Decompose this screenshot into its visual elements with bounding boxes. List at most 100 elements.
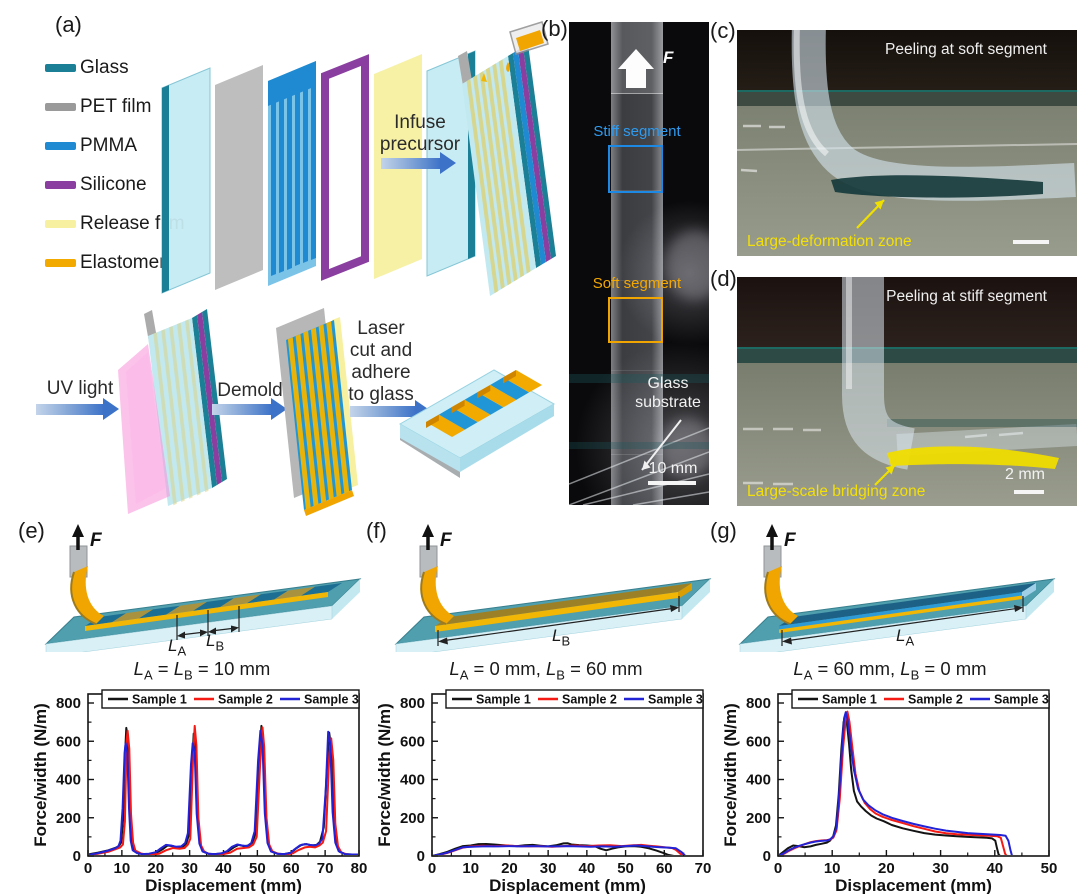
x-tick-label: 40 — [579, 860, 596, 877]
x-axis-label: Displacement (mm) — [835, 876, 992, 894]
panel-b-label: (b) — [541, 16, 568, 41]
x-tick-label: 20 — [501, 860, 518, 877]
chart-legend-box — [101, 689, 360, 709]
panel-d-title: Peeling at stiff segment — [886, 288, 1047, 305]
stiff-segment-label: Stiff segment — [593, 123, 681, 140]
x-tick-label: 50 — [1041, 860, 1058, 877]
x-tick-label: 20 — [878, 860, 895, 877]
x-tick-label: 20 — [147, 860, 164, 877]
force-label: F — [784, 530, 796, 551]
chart-legend-box — [791, 689, 1050, 709]
panel-f-label: (f) — [366, 518, 387, 543]
panel-d-overlay — [743, 277, 1077, 486]
legend-label: Silicone — [80, 173, 147, 195]
force-label: F — [90, 530, 102, 551]
panel-d-photo: Peeling at stiff segment Large-scale bri… — [737, 277, 1077, 506]
panel-a-legend: Glass PET film PMMA Silicone Release fil… — [45, 48, 185, 282]
infuse-arrow-icon — [381, 152, 456, 174]
x-axis: 0 10 20 30 40 50 — [774, 850, 1058, 877]
peeled-curl — [71, 566, 104, 624]
y-tick-label: 0 — [73, 848, 81, 865]
adhered-strip — [896, 424, 1077, 456]
series-lines — [779, 710, 1013, 855]
demold-arrow-icon — [212, 398, 287, 420]
y-tick-label: 600 — [56, 733, 81, 750]
droplet-icon — [506, 62, 510, 72]
dim-la-label: LA — [168, 636, 187, 659]
peel-schematic-e: F LA LB — [30, 522, 375, 658]
series-sample-3 — [779, 711, 1013, 855]
uv-arrow-icon — [36, 398, 119, 420]
x-tick-label: 0 — [84, 860, 92, 877]
plot-frame — [87, 693, 360, 857]
surface-dashes — [740, 124, 785, 173]
panel-b-photo: F Stiff segment Soft segment Glass subst… — [569, 22, 709, 505]
x-tick-label: 30 — [181, 860, 198, 877]
y-axis-label: Force/width (N/m) — [722, 703, 740, 847]
panel-d-label: (d) — [710, 266, 737, 291]
y-tick-label: 0 — [763, 848, 771, 865]
legend-item-elastomer: Elastomer — [45, 243, 185, 282]
y-tick-label: 400 — [746, 772, 771, 789]
y-tick-label: 0 — [417, 848, 425, 865]
peeled-curl — [421, 566, 454, 624]
y-axis: 0 200 400 600 800 — [746, 695, 784, 865]
peel-schematic-f: F LB — [380, 522, 725, 658]
glass-edge — [737, 347, 1077, 365]
x-tick-label: 0 — [428, 860, 436, 877]
pmma-swatch — [45, 141, 76, 150]
y-tick-label: 800 — [56, 695, 81, 712]
substrate-arrow-icon — [641, 419, 682, 471]
y-axis-label: Force/width (N/m) — [32, 703, 50, 847]
panel-c-label: (c) — [710, 18, 736, 43]
y-axis: 0 200 400 600 800 — [56, 695, 94, 865]
y-axis-label: Force/width (N/m) — [376, 703, 394, 847]
series-sample-1 — [433, 842, 675, 855]
panel-a-label: (a) — [55, 12, 82, 37]
x-tick-label: 70 — [317, 860, 334, 877]
bridging-zone-label: Large-scale bridging zone — [747, 483, 926, 500]
scale-label: 10 mm — [648, 460, 698, 477]
uv-stack-diagram — [118, 309, 227, 514]
legend-label: PET film — [80, 95, 152, 117]
x-tick-label: 10 — [462, 860, 479, 877]
y-tick-label: 200 — [746, 810, 771, 827]
legend-item-release: Release film — [45, 204, 185, 243]
x-tick-label: 30 — [932, 860, 949, 877]
legend-item-pet: PET film — [45, 87, 185, 126]
dimension-marks — [781, 596, 1024, 646]
legend-item-glass: Glass — [45, 48, 185, 87]
series-sample-3 — [433, 844, 686, 855]
panel-c-overlay — [737, 30, 1077, 229]
plot-frame — [777, 693, 1050, 857]
final-strip-diagram — [398, 369, 556, 478]
peel-schematic-g: F LA — [724, 522, 1069, 658]
dimension-marks — [437, 596, 680, 646]
bridging-zone — [887, 446, 1059, 469]
step-laser-text: Laser cut and adhere to glass — [348, 318, 414, 405]
series-sample-2 — [89, 724, 358, 855]
panel-g-label: (g) — [710, 518, 737, 543]
x-tick-label: 70 — [695, 860, 712, 877]
x-tick-label: 30 — [540, 860, 557, 877]
legend-entry-label: Sample 3 — [994, 693, 1049, 707]
x-tick-label: 80 — [351, 860, 368, 877]
legend-label: Glass — [80, 56, 129, 78]
caption-g: LA = 60 mm, LB = 0 mm — [793, 658, 987, 683]
force-label: F — [663, 48, 674, 67]
dim-lb-label: LB — [206, 631, 225, 654]
y-axis: 0 200 400 600 800 — [400, 695, 438, 865]
sample-strip — [611, 22, 663, 505]
legend-item-silicone: Silicone — [45, 165, 185, 204]
infused-stack-diagram — [458, 21, 556, 296]
x-tick-label: 10 — [114, 860, 131, 877]
y-tick-label: 800 — [400, 695, 425, 712]
series-sample-1 — [779, 715, 1001, 855]
x-tick-label: 40 — [215, 860, 232, 877]
peeled-curl — [765, 566, 798, 624]
panel-b-overlay — [569, 49, 709, 505]
dim-lb-label: LB — [552, 626, 571, 649]
y-tick-label: 200 — [400, 810, 425, 827]
legend-entry-label: Sample 2 — [562, 693, 617, 707]
